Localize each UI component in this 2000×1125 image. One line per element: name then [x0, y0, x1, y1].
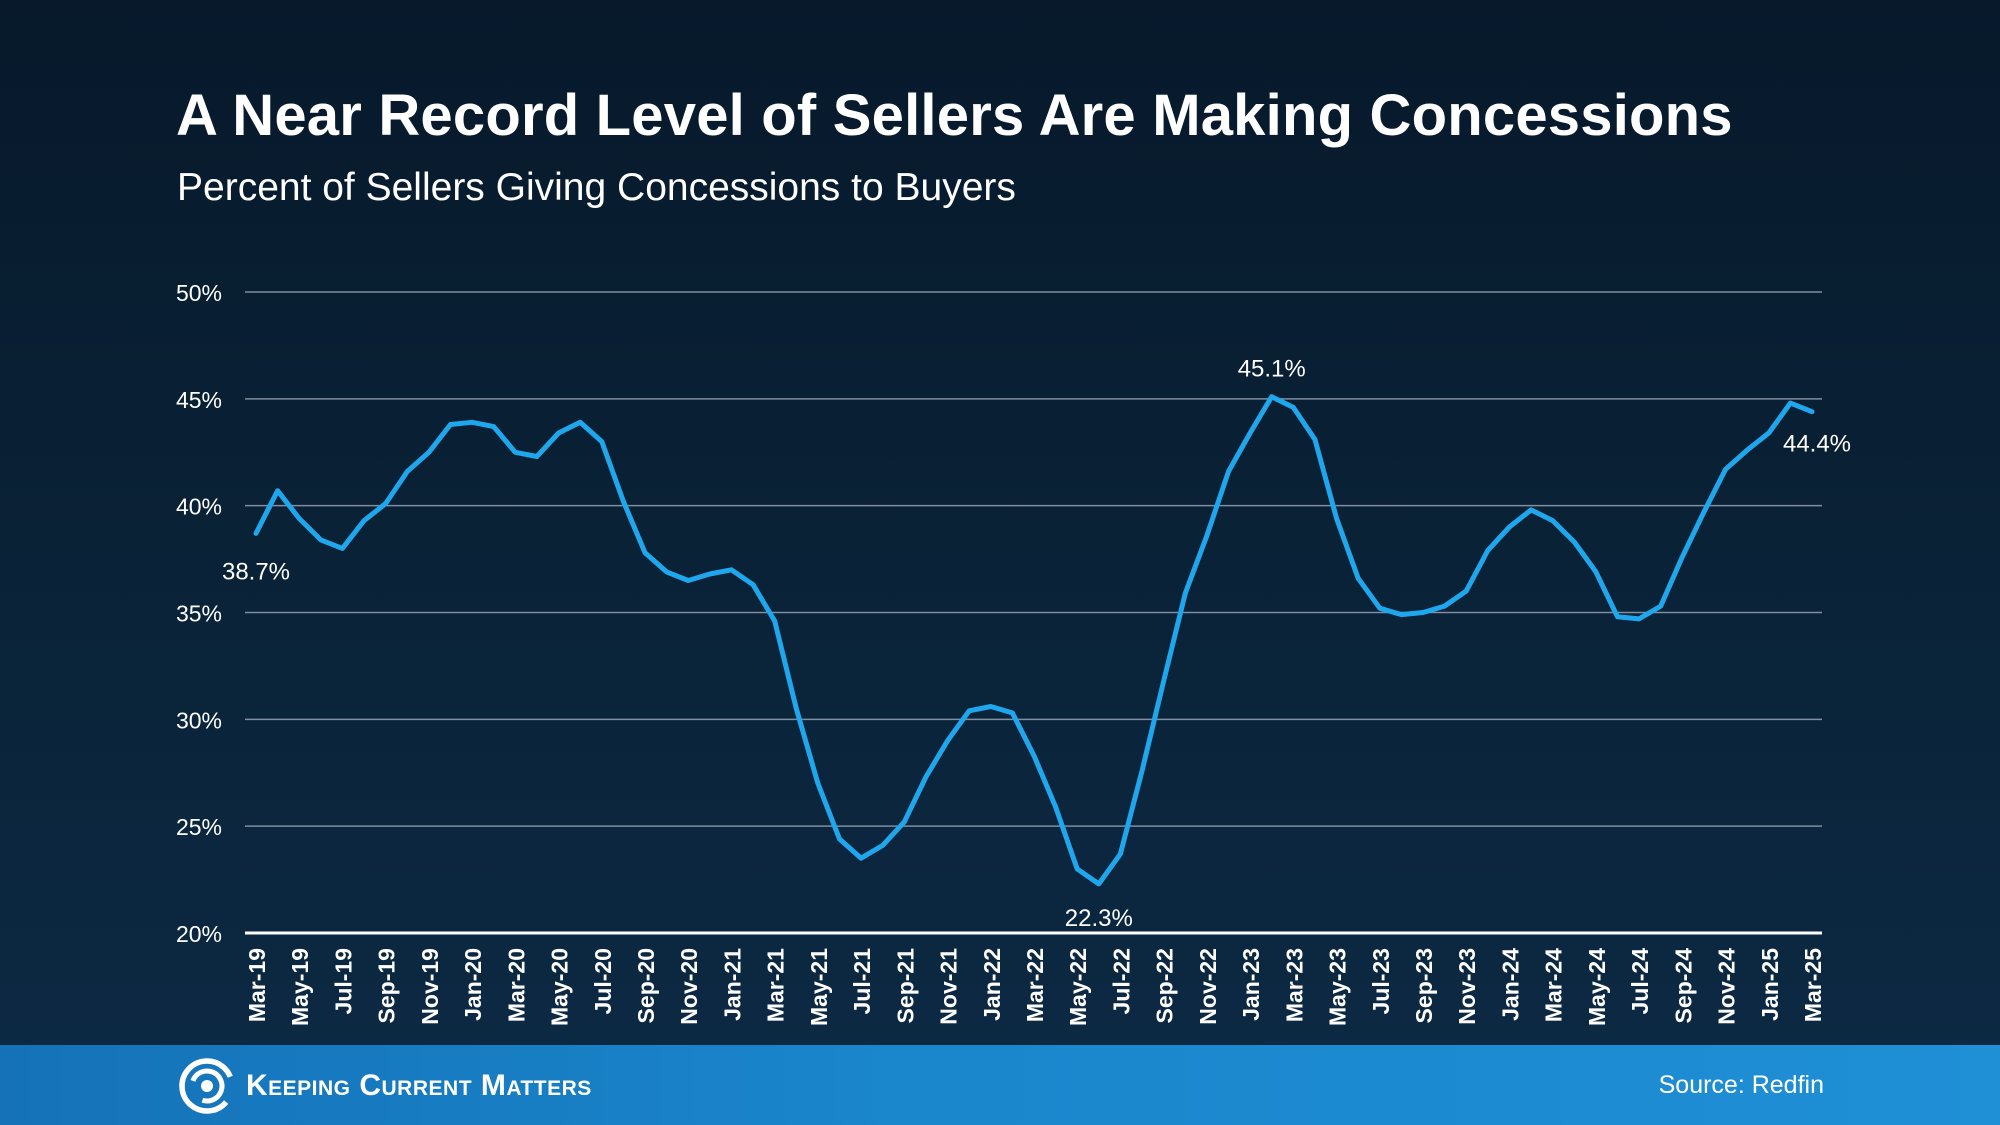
- x-tick-label: May-21: [806, 948, 832, 1026]
- x-axis-ticks: Mar-19 May-19 Jul-19 Sep-19 Nov-19 Jan-20 Mar-…: [244, 948, 1826, 1026]
- y-tick-label: 40%: [176, 494, 222, 520]
- y-tick-label: 50%: [176, 280, 222, 306]
- chart-subtitle: Percent of Sellers Giving Concessions to…: [177, 166, 1016, 209]
- x-tick-label: Nov-21: [936, 948, 962, 1025]
- x-tick-label: Jul-19: [330, 948, 356, 1014]
- x-tick-label: Jul-20: [590, 948, 616, 1014]
- y-tick-label: 35%: [176, 601, 222, 627]
- x-tick-label: May-22: [1065, 948, 1091, 1026]
- x-tick-label: Nov-19: [417, 948, 443, 1025]
- x-tick-label: May-19: [287, 948, 313, 1026]
- x-tick-label: Jan-25: [1757, 948, 1783, 1021]
- x-tick-label: May-20: [547, 948, 573, 1026]
- x-tick-label: May-24: [1584, 948, 1610, 1026]
- x-tick-label: Jan-24: [1497, 948, 1523, 1021]
- x-tick-label: Nov-24: [1714, 948, 1740, 1025]
- x-tick-label: Sep-21: [892, 948, 918, 1024]
- y-tick-label: 20%: [176, 921, 222, 947]
- source-note: Source: Redfin: [1658, 1071, 1824, 1099]
- x-tick-label: Jul-21: [849, 948, 875, 1015]
- series-lines: [253, 394, 1815, 887]
- brand-name: Keeping Current Matters: [246, 1069, 592, 1102]
- x-tick-label: Sep-22: [1152, 948, 1178, 1023]
- x-tick-label: Jan-22: [979, 948, 1005, 1021]
- x-tick-label: Jan-23: [1238, 948, 1264, 1021]
- line-chart: 20% 25% 30% 35% 40% 45% 50% Mar-19 May-19 Jul-19…: [176, 280, 1851, 1026]
- data-annotations: 38.7% 22.3% 45.1% 44.4%: [222, 356, 1851, 932]
- x-tick-label: Jul-24: [1627, 948, 1653, 1015]
- y-tick-label: 25%: [176, 814, 222, 840]
- x-tick-label: Mar-23: [1281, 948, 1307, 1022]
- data-label: 38.7%: [222, 558, 290, 585]
- x-tick-label: Mar-24: [1541, 948, 1567, 1022]
- x-tick-label: Nov-20: [676, 948, 702, 1025]
- x-tick-label: Sep-20: [633, 948, 659, 1023]
- x-tick-label: Jan-21: [719, 948, 745, 1021]
- footer-bar: Keeping Current Matters Source: Redfin: [0, 1045, 2000, 1125]
- y-tick-label: 45%: [176, 387, 222, 413]
- gridlines: [245, 291, 1822, 935]
- chart-title: A Near Record Level of Sellers Are Makin…: [176, 83, 1733, 148]
- series-line: [253, 394, 1815, 887]
- x-tick-label: Mar-22: [1022, 948, 1048, 1022]
- x-tick-label: Jul-22: [1108, 948, 1134, 1014]
- data-label: 22.3%: [1065, 905, 1133, 932]
- swirl-logo-icon: [179, 1058, 235, 1114]
- x-tick-label: Jul-23: [1368, 948, 1394, 1014]
- data-label: 44.4%: [1783, 431, 1851, 458]
- x-tick-label: Sep-24: [1670, 948, 1696, 1024]
- x-tick-label: Nov-22: [1195, 948, 1221, 1025]
- y-axis-ticks: 20% 25% 30% 35% 40% 45% 50%: [176, 280, 222, 947]
- x-tick-label: Mar-25: [1800, 948, 1826, 1022]
- data-label: 45.1%: [1238, 356, 1306, 383]
- x-tick-label: Nov-23: [1454, 948, 1480, 1025]
- x-tick-label: Mar-19: [244, 948, 270, 1022]
- x-tick-label: May-23: [1325, 948, 1351, 1026]
- x-tick-label: Jan-20: [460, 948, 486, 1021]
- x-tick-label: Mar-21: [763, 948, 789, 1022]
- x-tick-label: Sep-19: [374, 948, 400, 1023]
- x-tick-label: Sep-23: [1411, 948, 1437, 1023]
- y-tick-label: 30%: [176, 707, 222, 733]
- x-tick-label: Mar-20: [503, 948, 529, 1022]
